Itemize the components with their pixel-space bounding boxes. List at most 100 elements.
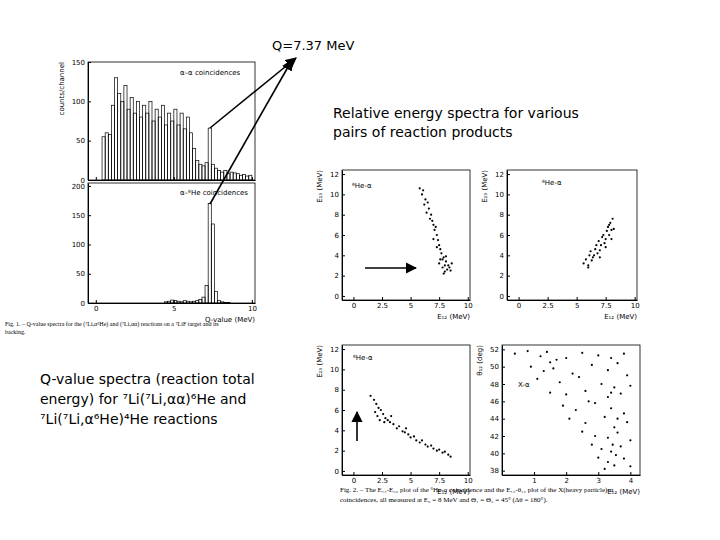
tick-label: 6 (335, 407, 340, 415)
tick: 150 (72, 59, 91, 67)
histogram-bin (214, 291, 217, 303)
histogram-bin (158, 303, 161, 304)
scatter-point (587, 264, 589, 266)
histogram-bin (224, 302, 227, 303)
tick-mark (630, 472, 631, 475)
scatter-point (581, 352, 583, 354)
scatter-point (448, 266, 450, 268)
tick: 0 (352, 472, 356, 485)
tick-label: 50 (490, 363, 499, 371)
scatter-point (623, 353, 625, 355)
histogram-bin (127, 303, 130, 304)
axis-line (343, 475, 471, 476)
scatter-point (536, 378, 538, 380)
histogram-bin (202, 297, 205, 303)
scatter-point (445, 255, 447, 257)
histogram-bin (233, 303, 236, 304)
scatter-point (608, 224, 610, 226)
tick-mark (598, 472, 599, 475)
y-axis: 3840424446485052 (490, 346, 505, 476)
scatter-point (409, 436, 411, 438)
tick: 12 (330, 171, 345, 179)
tick: 10 (330, 191, 345, 199)
tick-label: 52 (490, 346, 499, 354)
scatter-point (432, 238, 434, 240)
tick: 0 (352, 297, 356, 310)
histogram-bin (149, 303, 152, 304)
scatter-point (623, 457, 625, 459)
scatter-point (559, 381, 561, 383)
tick: 6 (500, 232, 510, 240)
tick-label: 0 (94, 305, 98, 313)
tick: 46 (490, 398, 505, 406)
scatter-point (616, 418, 618, 420)
x-axis-title: E₁₂ (MeV) (604, 313, 637, 321)
tick: 44 (490, 415, 505, 423)
tick-label: 8 (335, 211, 339, 219)
scatter-point (451, 262, 453, 264)
tick-label: 38 (490, 467, 499, 475)
y-axis-title: E₁₃ (MeV) (316, 170, 324, 203)
histogram-bin (171, 121, 174, 180)
tick-label: 2 (500, 272, 504, 280)
x-axis (89, 177, 256, 181)
scatter-point (591, 364, 593, 366)
scatter-point (565, 393, 567, 395)
scatter-point (419, 441, 421, 443)
y-axis: 024681012 (330, 346, 345, 476)
histogram-bin (249, 303, 252, 304)
histogram-bin (136, 101, 139, 180)
tick: 10 (464, 297, 473, 310)
histogram-bin (174, 109, 177, 180)
tick-mark (342, 194, 345, 195)
histogram-bin (205, 163, 208, 180)
scatter-point (375, 403, 377, 405)
scatter-point (430, 214, 432, 216)
tick-label: 1 (532, 477, 536, 485)
tick-mark (252, 177, 253, 180)
tick: 2 (564, 472, 568, 485)
histogram-bin (146, 303, 149, 304)
slide: Q=7.37 MeVRelative energy spectra for va… (0, 0, 720, 540)
panel: 02.557.510024681012⁶He-αE₁₂ (MeV)E₂₃ (Me… (316, 345, 473, 496)
scatter-point (439, 258, 441, 260)
tick-mark (507, 255, 510, 256)
tick: 42 (490, 433, 505, 441)
panel-title: X-α (518, 381, 530, 389)
tick-mark (342, 255, 345, 256)
tick-mark (507, 276, 510, 277)
scatter-point (443, 256, 445, 258)
tick-mark (88, 303, 91, 304)
scatter-point (384, 417, 386, 419)
scatter-point (546, 351, 548, 353)
plot-frame (502, 345, 640, 475)
histogram-bin (105, 303, 108, 304)
tick-mark (411, 472, 412, 475)
histogram-bin (143, 303, 146, 304)
histogram-bin (99, 303, 102, 304)
scatter-point (438, 244, 440, 246)
tick-label: 12 (330, 171, 339, 179)
tick-label: 5 (172, 305, 176, 313)
scatter-point (575, 409, 577, 411)
tick: 5 (575, 297, 579, 310)
histogram-bin (164, 302, 167, 303)
tick: 200 (72, 183, 91, 191)
scatter-point (514, 353, 516, 355)
histogram-bin (189, 133, 192, 180)
scatter-point (583, 262, 585, 264)
tick-label: 50 (76, 137, 85, 145)
tick-label: 2 (335, 272, 339, 280)
tick: 0 (335, 293, 345, 301)
panel: 12343840424446485052X-αE₁₂ (MeV)θ₁₂ (deg… (476, 345, 641, 496)
scatter-point (549, 361, 551, 363)
tick-mark (342, 215, 345, 216)
tick-mark (342, 471, 345, 472)
tick-label: 6 (500, 232, 505, 240)
scatter-point (429, 218, 431, 220)
scatter-point (578, 376, 580, 378)
histogram-bin (164, 125, 167, 180)
histogram-bin (199, 164, 202, 180)
tick-label: 0 (335, 293, 339, 301)
tick-label: 48 (490, 381, 499, 389)
